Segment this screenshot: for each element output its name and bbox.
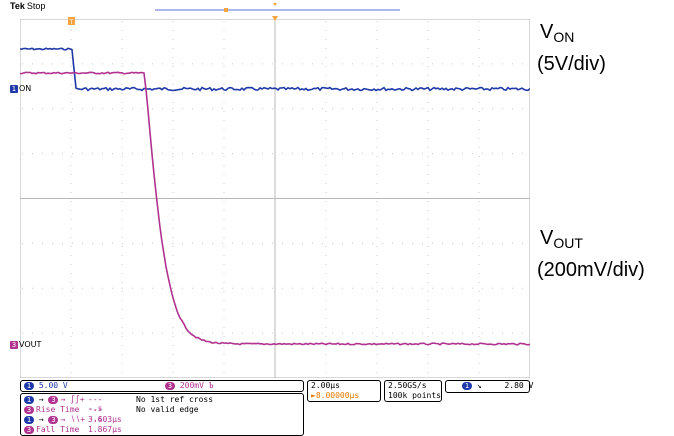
ch1-scale-readout: 1 5.00 V: [24, 381, 68, 390]
trigger-slope-icon: ↘: [476, 381, 482, 390]
sample-rate-readout: 2.50GS/s: [388, 381, 427, 390]
acquisition-box: [384, 380, 442, 402]
trigger-readout: 1 ↘ 2.80 V: [462, 381, 533, 390]
measurement-row: 3 Rise Time ----.s No valid edge: [24, 405, 199, 423]
channel-scale-bar: [20, 380, 304, 392]
ch3-ground-marker: 3 VOUT: [10, 340, 42, 349]
record-length-readout: 100k points: [388, 391, 441, 400]
trigger-time-marker: [68, 17, 75, 25]
vout-scale-label: (200mV/div): [537, 259, 645, 281]
ch1-waveform: [20, 47, 530, 92]
trigger-caret-icon: [273, 3, 277, 6]
bandwidth-limit-icon: Ъ: [208, 381, 214, 390]
von-label: VON: [540, 21, 575, 45]
brand-label: Tek: [10, 1, 25, 11]
waveform-area: [20, 19, 530, 378]
graticule-grid: [20, 19, 530, 378]
top-markers: T: [68, 3, 400, 26]
trigger-time-marker-label: T: [69, 19, 74, 26]
ch3-scale-readout: 3 200mV Ъ: [165, 381, 214, 390]
record-position-marker: [224, 8, 228, 12]
trigger-point-icon: [272, 16, 278, 21]
von-scale-label: (5V/div): [537, 53, 606, 75]
measurement-row: 1 → 3 → ∫∫+ ----.s No 1st ref cross: [24, 395, 213, 413]
trigger-offset-readout: ►8.00000µs: [311, 391, 360, 400]
measurement-panel: [20, 393, 304, 436]
measurement-row: 1 → 3 → ∖∖+ 3.603µs: [24, 415, 122, 424]
ch3-waveform: [20, 71, 530, 346]
timebase-box: [307, 380, 381, 402]
timebase-readout: 2.00µs: [311, 381, 340, 390]
scope-header: Tek Stop: [10, 1, 45, 11]
measurement-row: 3 Fall Time 1.867µs: [24, 425, 122, 434]
acquisition-state: Stop: [26, 1, 46, 11]
ch1-ground-marker: 1 ON: [10, 84, 32, 93]
vout-label: VOUT: [540, 227, 583, 251]
